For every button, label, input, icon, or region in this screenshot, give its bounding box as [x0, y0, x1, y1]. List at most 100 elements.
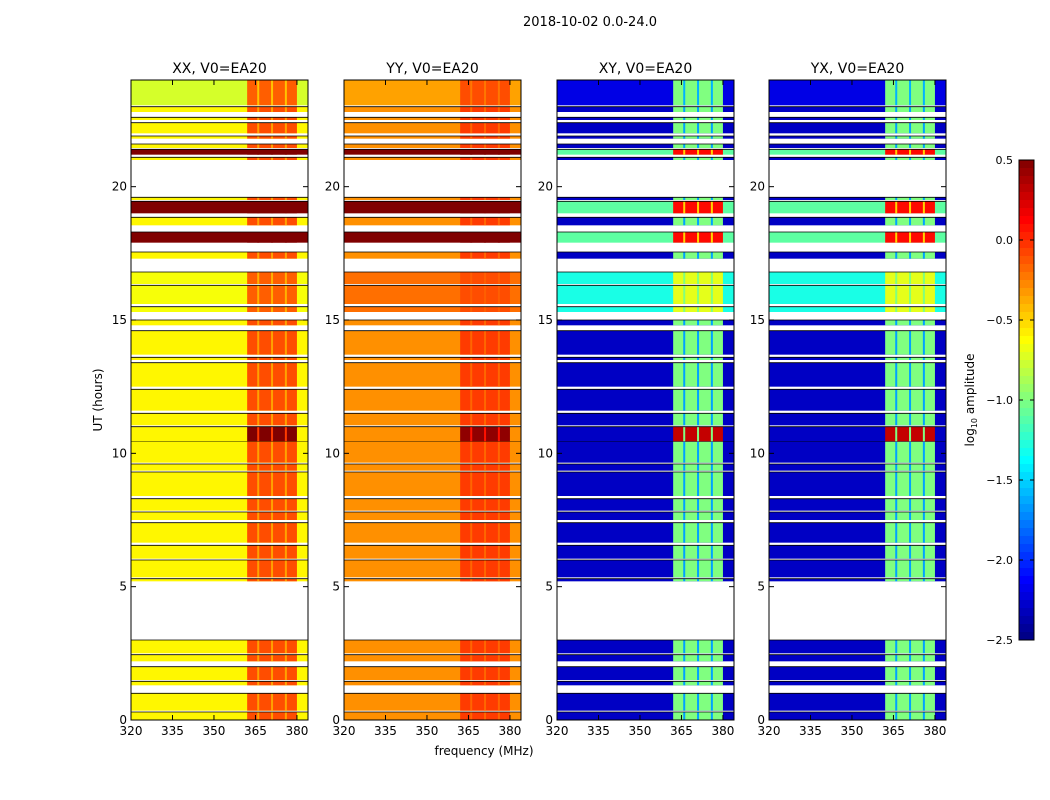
colorbar-segment [1019, 576, 1034, 585]
heatmap-channel-edge [922, 201, 925, 214]
heatmap-channel-edge [895, 330, 898, 355]
heatmap-channel-edge [895, 413, 898, 426]
colorbar-segment [1019, 600, 1034, 609]
colorbar-segment [1019, 328, 1034, 337]
heatmap-channel-edge [683, 157, 686, 160]
heatmap-channel-edge [710, 201, 713, 214]
colorbar-segment [1019, 552, 1034, 561]
colorbar-segment [1019, 496, 1034, 505]
heatmap-band [344, 512, 521, 520]
heatmap-band [131, 197, 308, 200]
heatmap-channel-edge [697, 560, 700, 578]
heatmap-band [769, 117, 946, 120]
heatmap-channel-edge [284, 122, 287, 134]
colorbar-segment [1019, 592, 1034, 601]
heatmap-channel-edge [484, 306, 487, 312]
heatmap-channel-edge [470, 285, 473, 304]
heatmap-channel-edge [895, 640, 898, 654]
heatmap-band [131, 357, 308, 360]
heatmap-channel-edge [271, 252, 274, 259]
heatmap-channel-edge [909, 712, 912, 720]
heatmap-band [557, 157, 734, 160]
heatmap-channel-edge [271, 306, 274, 312]
heatmap-channel-edge [284, 362, 287, 387]
heatmap-channel-edge [683, 197, 686, 200]
heatmap-channel-edge [909, 666, 912, 680]
heatmap-channel-edge [697, 545, 700, 559]
heatmap-channel-edge [697, 472, 700, 496]
heatmap-channel-edge [497, 413, 500, 426]
heatmap-channel-edge [895, 545, 898, 559]
heatmap-channel-edge [710, 285, 713, 304]
heatmap-band [131, 578, 308, 582]
heatmap-channel-edge [697, 306, 700, 312]
heatmap-channel-edge [271, 389, 274, 411]
x-tick-label: 335 [161, 724, 184, 738]
heatmap-channel-edge [497, 320, 500, 326]
colorbar-segment [1019, 200, 1034, 209]
colorbar-tick-label: −2.5 [986, 634, 1013, 647]
heatmap-channel-edge [257, 654, 260, 662]
colorbar-segment [1019, 512, 1034, 521]
heatmap-channel-edge [484, 464, 487, 471]
heatmap-channel-edge [895, 144, 898, 148]
heatmap-channel-edge [257, 693, 260, 711]
heatmap-channel-edge [895, 197, 898, 200]
heatmap-channel-edge [909, 117, 912, 120]
heatmap-band [131, 464, 308, 471]
heatmap-channel-edge [497, 117, 500, 120]
colorbar: 0.5 0.0 −0.5 −1.0 −1.5 −2.0 −2.5 log10 amplitud… [963, 154, 1035, 647]
heatmap-channel-edge [257, 512, 260, 520]
heatmap-channel-edge [484, 136, 487, 139]
heatmap-channel-edge [284, 512, 287, 520]
heatmap-channel-edge [271, 512, 274, 520]
heatmap-channel-edge [271, 362, 274, 387]
heatmap-band [344, 306, 521, 312]
heatmap-channel-edge [922, 578, 925, 582]
heatmap-channel-edge [484, 217, 487, 226]
heatmap-channel-edge [470, 464, 473, 471]
heatmap-channel-edge [922, 285, 925, 304]
heatmap-channel-edge [683, 80, 686, 106]
heatmap-band [769, 306, 946, 312]
heatmap-channel-edge [257, 201, 260, 214]
heatmap-channel-edge [895, 252, 898, 259]
heatmap-channel-edge [683, 106, 686, 112]
colorbar-tick-label: −0.5 [986, 314, 1013, 327]
heatmap-channel-edge [470, 578, 473, 582]
heatmap-channel-edge [697, 80, 700, 106]
heatmap-band [769, 654, 946, 662]
heatmap-channel-edge [710, 522, 713, 543]
colorbar-label: log10 amplitude [963, 354, 979, 447]
heatmap-channel-edge [697, 285, 700, 304]
heatmap-channel-edge [909, 232, 912, 243]
heatmap-channel-edge [470, 144, 473, 148]
heatmap-channel-edge [284, 106, 287, 112]
colorbar-label-sub: 10 [970, 418, 979, 428]
heatmap-channel-edge [497, 498, 500, 511]
panel-frame [130, 79, 309, 721]
heatmap-channel-edge [257, 712, 260, 720]
colorbar-segment [1019, 400, 1034, 409]
heatmap-band [131, 157, 308, 160]
heatmap-channel-edge [470, 272, 473, 284]
heatmap-channel-edge [895, 232, 898, 243]
heatmap-channel-edge [257, 666, 260, 680]
colorbar-segment [1019, 320, 1034, 329]
heatmap-channel-edge [922, 426, 925, 442]
heatmap-channel-edge [284, 117, 287, 120]
heatmap-channel-edge [895, 217, 898, 226]
colorbar-segment [1019, 448, 1034, 457]
colorbar-segment [1019, 264, 1034, 273]
heatmap-channel-edge [710, 232, 713, 243]
heatmap-channel-edge [710, 712, 713, 720]
heatmap-channel-edge [710, 654, 713, 662]
heatmap-channel-edge [909, 426, 912, 442]
heatmap-band [769, 712, 946, 720]
heatmap-channel-edge [284, 157, 287, 160]
heatmap-channel-edge [909, 106, 912, 112]
heatmap-channel-edge [909, 357, 912, 360]
panel-frame [343, 79, 522, 721]
heatmap-channel-edge [257, 413, 260, 426]
colorbar-segment [1019, 384, 1034, 393]
